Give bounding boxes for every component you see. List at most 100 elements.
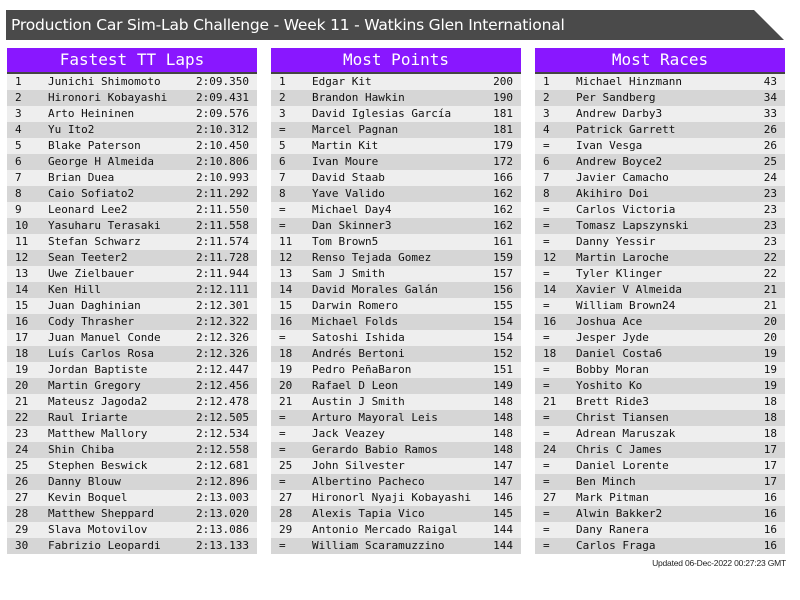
row-driver-name: Brian Duea bbox=[48, 171, 115, 184]
row-driver-name: Juan Manuel Conde bbox=[48, 331, 161, 344]
row-value: 2:11.558 bbox=[196, 219, 249, 232]
table-row: 19 Jordan Baptiste 2:12.447 bbox=[7, 362, 257, 378]
panel-most-points: Most Points 1 Edgar Kit 200 2 Brandon Hawkin… bbox=[271, 48, 521, 554]
row-value: 2:12.326 bbox=[196, 347, 249, 360]
table-row: 12 Renso Tejada Gomez 159 bbox=[271, 250, 521, 266]
table-row: = Tyler Klinger 22 bbox=[535, 266, 785, 282]
table-row: 5 Martin Kit 179 bbox=[271, 138, 521, 154]
table-row: = Jack Veazey 148 bbox=[271, 426, 521, 442]
table-row: = Adrean Maruszak 18 bbox=[535, 426, 785, 442]
row-value: 22 bbox=[763, 251, 777, 264]
table-row: 13 Uwe Zielbauer 2:11.944 bbox=[7, 266, 257, 282]
row-driver-name: Andrés Bertoni bbox=[312, 347, 405, 360]
row-value: 200 bbox=[493, 75, 513, 88]
row-driver-name: Gerardo Babio Ramos bbox=[312, 443, 438, 456]
row-driver-name: Darwin Romero bbox=[312, 299, 399, 312]
row-driver-name: Yu Ito2 bbox=[48, 123, 95, 136]
row-rank: = bbox=[543, 267, 550, 280]
table-row: 27 Hironorl Nyaji Kobayashi 146 bbox=[271, 490, 521, 506]
row-driver-name: Alwin Bakker2 bbox=[576, 507, 663, 520]
row-value: 144 bbox=[493, 523, 513, 536]
table-row: 2 Per Sandberg 34 bbox=[535, 90, 785, 106]
table-row: 29 Slava Motovilov 2:13.086 bbox=[7, 522, 257, 538]
row-value: 2:11.728 bbox=[196, 251, 249, 264]
row-value: 2:13.086 bbox=[196, 523, 249, 536]
row-rank: = bbox=[543, 299, 550, 312]
row-driver-name: David Iglesias García bbox=[312, 107, 452, 120]
row-driver-name: Pedro PeñaBaron bbox=[312, 363, 412, 376]
row-driver-name: Christ Tiansen bbox=[576, 411, 669, 424]
row-rank: 7 bbox=[543, 171, 550, 184]
table-row: = Arturo Mayoral Leis 148 bbox=[271, 410, 521, 426]
row-rank: 13 bbox=[279, 267, 293, 280]
page-title: Production Car Sim-Lab Challenge - Week … bbox=[6, 10, 784, 40]
row-driver-name: Marcel Pagnan bbox=[312, 123, 399, 136]
row-rank: = bbox=[543, 219, 550, 232]
row-driver-name: Luís Carlos Rosa bbox=[48, 347, 154, 360]
row-driver-name: Ivan Moure bbox=[312, 155, 379, 168]
row-driver-name: Rafael D Leon bbox=[312, 379, 399, 392]
row-value: 156 bbox=[493, 283, 513, 296]
row-value: 2:12.322 bbox=[196, 315, 249, 328]
row-value: 151 bbox=[493, 363, 513, 376]
row-rank: 12 bbox=[15, 251, 29, 264]
table-row: = Carlos Fraga 16 bbox=[535, 538, 785, 554]
table-row: = Carlos Victoria 23 bbox=[535, 202, 785, 218]
row-driver-name: Yasuharu Terasaki bbox=[48, 219, 161, 232]
row-driver-name: Michael Day4 bbox=[312, 203, 392, 216]
row-rank: = bbox=[543, 523, 550, 536]
row-value: 2:12.681 bbox=[196, 459, 249, 472]
row-value: 148 bbox=[493, 395, 513, 408]
row-value: 23 bbox=[763, 219, 777, 232]
table-row: 18 Daniel Costa6 19 bbox=[535, 346, 785, 362]
table-row: 4 Yu Ito2 2:10.312 bbox=[7, 122, 257, 138]
panel-heading: Most Points bbox=[271, 48, 521, 74]
row-rank: 5 bbox=[15, 139, 22, 152]
row-driver-name: Akihiro Doi bbox=[576, 187, 649, 200]
row-driver-name: William Scaramuzzino bbox=[312, 539, 445, 552]
row-driver-name: Brandon Hawkin bbox=[312, 91, 405, 104]
table-row: 28 Matthew Sheppard 2:13.020 bbox=[7, 506, 257, 522]
row-value: 17 bbox=[763, 475, 777, 488]
row-value: 19 bbox=[763, 347, 777, 360]
row-driver-name: Andrew Boyce2 bbox=[576, 155, 663, 168]
row-value: 2:12.505 bbox=[196, 411, 249, 424]
row-rank: 10 bbox=[15, 219, 29, 232]
table-row: 1 Edgar Kit 200 bbox=[271, 74, 521, 90]
row-driver-name: Arturo Mayoral Leis bbox=[312, 411, 438, 424]
row-value: 20 bbox=[763, 331, 777, 344]
row-value: 19 bbox=[763, 363, 777, 376]
row-rank: 13 bbox=[15, 267, 29, 280]
row-rank: 2 bbox=[543, 91, 550, 104]
row-value: 16 bbox=[763, 523, 777, 536]
row-rank: = bbox=[279, 219, 286, 232]
row-value: 2:12.326 bbox=[196, 331, 249, 344]
row-driver-name: Tomasz Lapszynski bbox=[576, 219, 689, 232]
row-value: 2:12.447 bbox=[196, 363, 249, 376]
table-row: 14 Ken Hill 2:12.111 bbox=[7, 282, 257, 298]
row-rank: 23 bbox=[15, 427, 29, 440]
row-driver-name: Dan Skinner3 bbox=[312, 219, 392, 232]
row-rank: 18 bbox=[543, 347, 557, 360]
row-driver-name: Tom Brown5 bbox=[312, 235, 379, 248]
row-value: 181 bbox=[493, 107, 513, 120]
row-driver-name: Edgar Kit bbox=[312, 75, 372, 88]
row-value: 181 bbox=[493, 123, 513, 136]
row-value: 2:13.003 bbox=[196, 491, 249, 504]
row-value: 159 bbox=[493, 251, 513, 264]
table-row: = Gerardo Babio Ramos 148 bbox=[271, 442, 521, 458]
row-value: 2:12.301 bbox=[196, 299, 249, 312]
row-value: 2:12.456 bbox=[196, 379, 249, 392]
row-value: 23 bbox=[763, 235, 777, 248]
row-driver-name: Junichi Shimomoto bbox=[48, 75, 161, 88]
row-value: 152 bbox=[493, 347, 513, 360]
row-rank: 24 bbox=[543, 443, 557, 456]
row-rank: 19 bbox=[15, 363, 29, 376]
row-rank: 7 bbox=[15, 171, 22, 184]
row-driver-name: Sam J Smith bbox=[312, 267, 385, 280]
row-rank: = bbox=[543, 363, 550, 376]
table-row: 25 Stephen Beswick 2:12.681 bbox=[7, 458, 257, 474]
row-rank: = bbox=[543, 459, 550, 472]
table-row: 4 Patrick Garrett 26 bbox=[535, 122, 785, 138]
table-row: 22 Raul Iriarte 2:12.505 bbox=[7, 410, 257, 426]
